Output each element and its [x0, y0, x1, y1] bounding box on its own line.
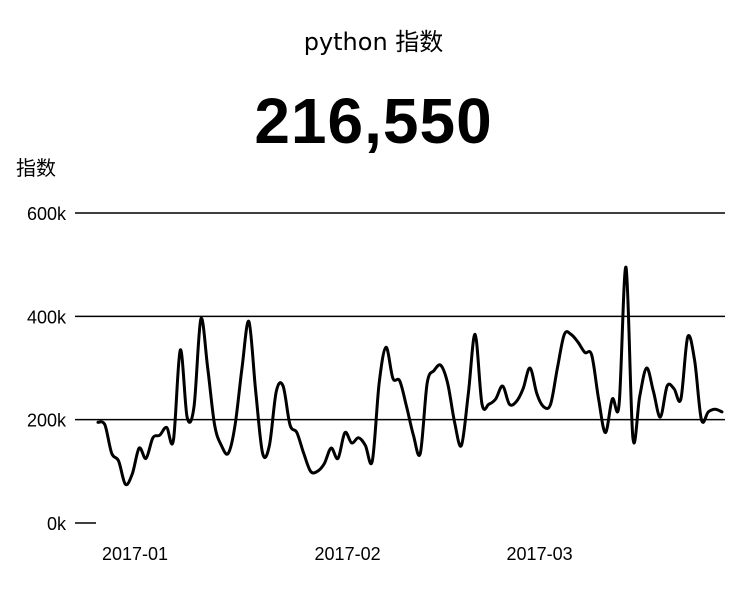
y-axis-ticks: 0k 200k 400k 600k	[27, 204, 67, 534]
y-tick-label: 600k	[27, 204, 67, 224]
x-axis-ticks: 2017-01 2017-02 2017-03	[102, 544, 573, 564]
headline-value: 216,550	[254, 85, 493, 157]
y-tick-label: 200k	[27, 411, 67, 431]
gridlines	[75, 212, 725, 524]
chart-title: python 指数	[303, 28, 444, 56]
y-tick-label: 0k	[47, 514, 67, 534]
y-tick-label: 400k	[27, 307, 67, 327]
x-tick-label: 2017-01	[102, 544, 168, 564]
y-axis-label: 指数	[16, 156, 56, 180]
x-tick-label: 2017-03	[507, 544, 573, 564]
series-line	[96, 265, 724, 487]
x-tick-label: 2017-02	[315, 544, 381, 564]
